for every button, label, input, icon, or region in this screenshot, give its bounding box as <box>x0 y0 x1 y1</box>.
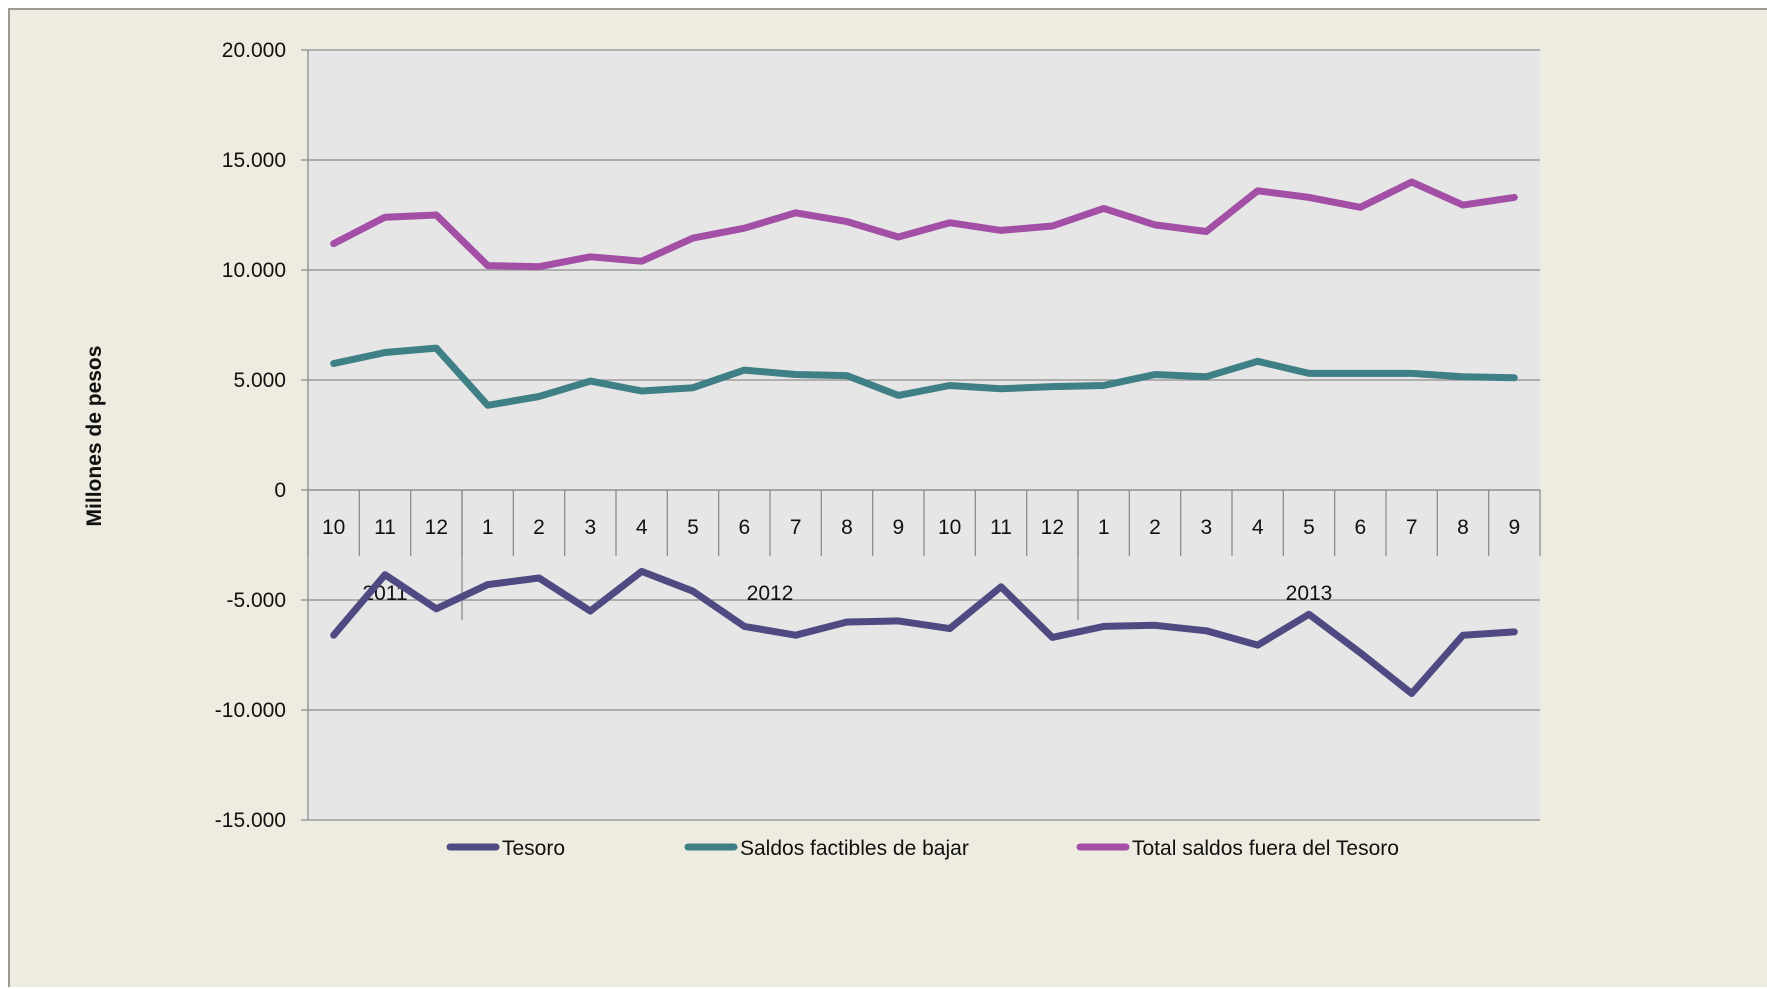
year-label: 2013 <box>1286 582 1333 605</box>
x-tick-label: 8 <box>841 516 853 539</box>
x-tick-label: 2 <box>1149 516 1161 539</box>
series-line-1 <box>330 567 1518 697</box>
plot-area <box>308 50 1540 820</box>
y-tick-label: 0 <box>274 479 286 502</box>
x-tick-label: 3 <box>1200 516 1212 539</box>
y-tick-label: -5.000 <box>226 589 286 612</box>
x-tick-label: 4 <box>636 516 648 539</box>
legend-label: Tesoro <box>502 837 565 860</box>
legend: Tesoro Saldos factibles de bajar Total sal… <box>446 837 1399 860</box>
legend-label: Saldos factibles de bajar <box>740 837 969 860</box>
x-tick-label: 1 <box>482 516 494 539</box>
x-tick-label: 5 <box>687 516 699 539</box>
x-tick-label: 10 <box>322 516 345 539</box>
x-tick-label: 9 <box>892 516 904 539</box>
series-lines <box>330 178 1518 697</box>
x-tick-label: 9 <box>1508 516 1520 539</box>
x-tick-label: 7 <box>790 516 802 539</box>
y-tick-label: -10.000 <box>215 699 286 722</box>
x-tick-label: 11 <box>990 516 1012 539</box>
legend-label: Total saldos fuera del Tesoro <box>1132 837 1399 860</box>
x-tick-label: 6 <box>1354 516 1366 539</box>
x-tick-label: 8 <box>1457 516 1469 539</box>
y-tick-label: 15.000 <box>222 149 286 172</box>
x-tick-label: 1 <box>1098 516 1110 539</box>
x-tick-label: 3 <box>584 516 596 539</box>
series-line-2 <box>330 344 1518 409</box>
y-axis: 20.000 15.000 10.000 5.000 0 -5.000 -10.000 -15… <box>215 39 308 832</box>
x-tick-label: 2 <box>533 516 545 539</box>
year-label: 2012 <box>747 582 794 605</box>
y-axis-label: Millones de pesos <box>83 346 106 527</box>
x-tick-label: 4 <box>1252 516 1264 539</box>
x-tick-label: 11 <box>374 516 396 539</box>
series-line-3 <box>330 178 1518 271</box>
x-tick-label: 5 <box>1303 516 1315 539</box>
x-tick-label: 12 <box>1041 516 1064 539</box>
chart-frame: 10 11 12 1 2 3 4 5 6 7 8 9 10 11 12 1 2 3 4 5 6 7 8 9 2011 2012 20… <box>8 8 1767 987</box>
x-tick-label: 7 <box>1406 516 1418 539</box>
y-tick-label: 5.000 <box>233 369 286 392</box>
x-tick-label: 6 <box>738 516 750 539</box>
y-tick-label: 20.000 <box>222 39 286 62</box>
y-tick-label: 10.000 <box>222 259 286 282</box>
x-tick-label: 10 <box>938 516 961 539</box>
x-tick-label: 12 <box>425 516 448 539</box>
y-tick-label: -15.000 <box>215 809 286 832</box>
